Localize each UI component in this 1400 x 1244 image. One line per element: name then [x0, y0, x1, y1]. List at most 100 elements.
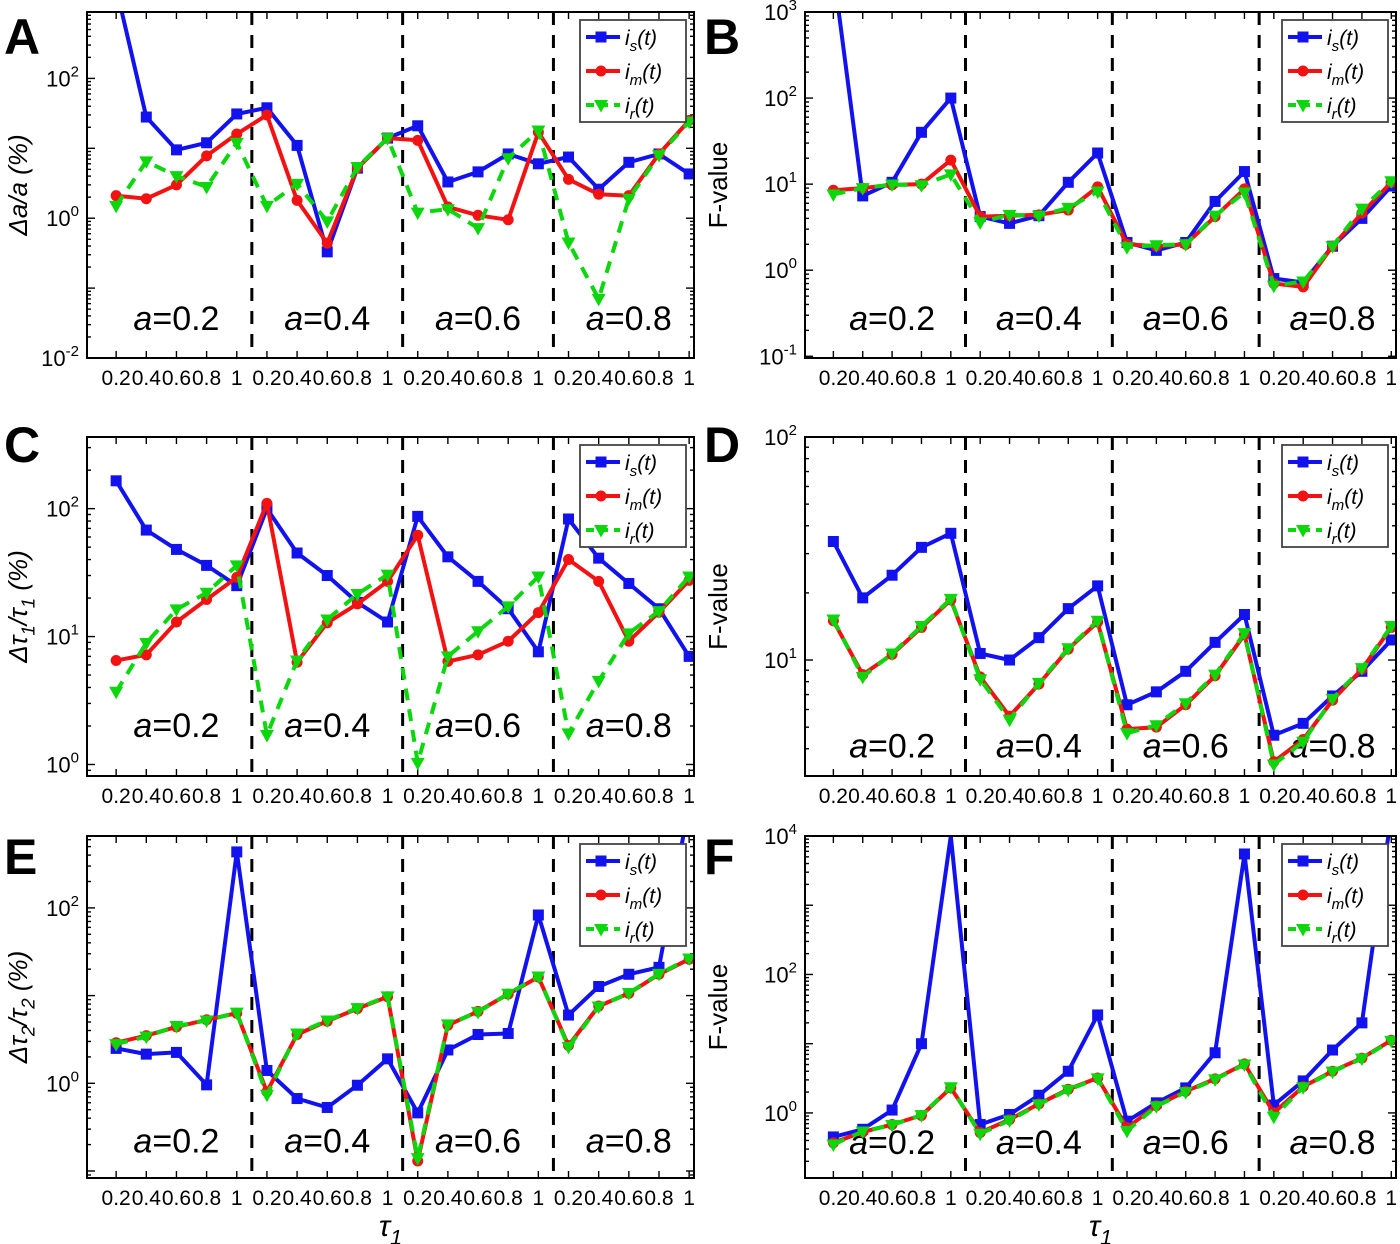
triangle-down-marker [885, 648, 900, 661]
section-label-0.6: a=0.6 [1143, 727, 1229, 765]
square-marker [653, 961, 665, 973]
panel-letter-A: A [4, 9, 40, 65]
x-tick-label: 0.2 [1259, 1187, 1288, 1210]
y-tick-label-10e0: 100 [764, 1098, 797, 1126]
square-marker [532, 909, 544, 921]
square-marker [442, 1044, 454, 1056]
square-marker [1033, 1089, 1045, 1101]
square-marker [1180, 665, 1192, 677]
panel-letter-C: C [4, 417, 40, 473]
square-marker [1209, 1047, 1221, 1059]
square-marker [827, 535, 839, 547]
x-tick-label: 0.2 [403, 367, 432, 390]
circle-marker [140, 193, 152, 205]
x-tick-label: 0.6 [1171, 785, 1200, 808]
triangle-down-marker [1149, 1101, 1164, 1114]
legend-item-is: is(t) [586, 27, 657, 55]
markers-ir [826, 1035, 1396, 1152]
line-ir [832, 1039, 1393, 1147]
square-marker [563, 513, 575, 525]
triangle-down-marker [651, 606, 666, 619]
legend-item-ir: ir(t) [586, 95, 655, 123]
square-marker [472, 166, 484, 178]
x-tick-label: 1 [945, 1187, 957, 1210]
x-tick-label: 0.8 [343, 1187, 372, 1210]
circle-marker [170, 616, 182, 628]
triangle-down-marker [591, 1001, 606, 1015]
square-marker [201, 1079, 213, 1091]
x-tick-label: 0.8 [494, 367, 523, 390]
legend-box: is(t) im(t) ir(t) [579, 444, 687, 548]
triangle-down-marker [1208, 1074, 1223, 1087]
x-tick-label: 0.2 [102, 367, 131, 390]
circle-legend-marker [1297, 889, 1309, 901]
square-legend-marker [595, 456, 607, 468]
x-tick-label: 0.8 [1054, 785, 1083, 808]
triangle-down-marker [1237, 628, 1252, 641]
series-group [109, 475, 694, 771]
markers-ir [109, 560, 694, 771]
x-tick-label: 0.8 [1200, 367, 1229, 390]
y-tick-label-10e1: 101 [46, 622, 79, 650]
x-tick-label: 0.2 [102, 1187, 131, 1210]
triangle-down-marker [1178, 239, 1193, 252]
axis-box [86, 835, 695, 1179]
circle-legend-marker [595, 889, 607, 901]
triangle-down-marker [1354, 1053, 1369, 1067]
legend-label-im: im(t) [1327, 486, 1364, 514]
markers-is [827, 527, 1396, 741]
legend-label-ir: ir(t) [1327, 520, 1357, 548]
x-tick-label: 0.6 [463, 1187, 492, 1210]
section-label-0.2: a=0.2 [133, 300, 219, 338]
square-marker [351, 1079, 363, 1091]
x-tick-label: 0.4 [282, 367, 312, 390]
triangle-down-marker [1237, 187, 1252, 200]
square-marker [1356, 1017, 1368, 1029]
square-legend-marker [1297, 456, 1309, 468]
series-group [109, 12, 694, 307]
line-ir [114, 120, 691, 301]
legend-label-im: im(t) [1327, 885, 1364, 913]
square-marker [321, 1101, 333, 1113]
square-marker [291, 547, 303, 559]
triangle-down-marker [1384, 621, 1396, 634]
triangle-down-marker [1149, 240, 1164, 253]
square-marker [261, 102, 273, 114]
x-tick-label: 0.2 [819, 785, 848, 808]
square-marker [231, 580, 243, 592]
square-marker [1238, 166, 1250, 178]
legend-label-ir: ir(t) [1327, 919, 1357, 947]
legend-item-im: im(t) [586, 61, 662, 89]
y-axis-label: F-value [703, 563, 733, 650]
legend-label-is: is(t) [625, 27, 657, 55]
x-tick-label: 1 [231, 367, 243, 390]
series-group [826, 12, 1396, 294]
square-marker [1238, 848, 1250, 860]
square-marker [321, 246, 333, 258]
square-marker [1209, 195, 1221, 207]
square-marker [140, 111, 152, 123]
x-tick-label: 0.6 [614, 785, 643, 808]
triangle-down-marker [914, 180, 929, 193]
x-tick-label: 0.4 [433, 367, 463, 390]
x-tick-label: 0.2 [1112, 1187, 1141, 1210]
x-tick-labels: 0.2 0.4 0.6 0.8 1 0.2 0.4 0.6 0.8 1 0.2 0.4 0.6 0.8 1 0… [102, 367, 695, 390]
triangle-down-marker [1325, 693, 1340, 707]
x-tick-label: 1 [382, 1187, 394, 1210]
y-tick-label-10e2: 102 [46, 893, 79, 921]
square-marker [502, 1027, 514, 1039]
triangle-down-marker [109, 686, 124, 700]
legend-label-is: is(t) [625, 452, 657, 480]
x-tick-label: 0.4 [132, 785, 162, 808]
x-tick-label: 1 [1385, 367, 1397, 390]
section-label-0.4: a=0.4 [284, 1122, 370, 1160]
legend-label-ir: ir(t) [1327, 95, 1357, 123]
x-tick-label: 0.8 [494, 785, 523, 808]
legend-box: is(t) im(t) ir(t) [1281, 843, 1389, 947]
x-tick-label: 0.2 [403, 1187, 432, 1210]
x-tick-label: 0.4 [584, 1187, 614, 1210]
triangle-down-marker [1120, 728, 1135, 741]
y-tick-label-10e2: 102 [764, 959, 797, 987]
square-legend-marker [1297, 31, 1309, 43]
